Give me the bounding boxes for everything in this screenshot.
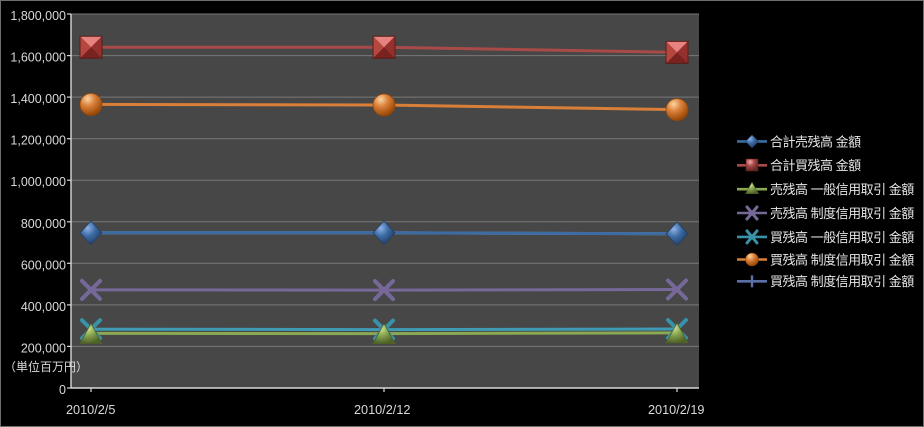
svg-text:買残高 一般信用取引 金額: 買残高 一般信用取引 金額 bbox=[770, 230, 914, 245]
svg-text:2010/2/12: 2010/2/12 bbox=[354, 403, 410, 417]
svg-text:800,000: 800,000 bbox=[21, 217, 66, 231]
svg-text:合計売残高 金額: 合計売残高 金額 bbox=[770, 134, 861, 149]
svg-text:売残高 一般信用取引 金額: 売残高 一般信用取引 金額 bbox=[770, 182, 914, 197]
svg-text:1,200,000: 1,200,000 bbox=[10, 134, 66, 148]
svg-text:買残高 制度信用取引 金額: 買残高 制度信用取引 金額 bbox=[770, 252, 914, 267]
svg-text:1,400,000: 1,400,000 bbox=[10, 92, 66, 106]
svg-text:0: 0 bbox=[59, 383, 66, 397]
svg-text:合計買残高 金額: 合計買残高 金額 bbox=[770, 158, 861, 173]
svg-text:買残高 制度信用取引 金額: 買残高 制度信用取引 金額 bbox=[770, 274, 914, 289]
svg-text:2010/2/19: 2010/2/19 bbox=[648, 403, 704, 417]
svg-text:1,600,000: 1,600,000 bbox=[10, 51, 66, 65]
svg-text:1,000,000: 1,000,000 bbox=[10, 175, 66, 189]
svg-text:400,000: 400,000 bbox=[21, 300, 66, 314]
svg-text:600,000: 600,000 bbox=[21, 258, 66, 272]
svg-text:（単位百万円）: （単位百万円） bbox=[4, 359, 88, 374]
svg-text:売残高 制度信用取引 金額: 売残高 制度信用取引 金額 bbox=[770, 206, 914, 221]
svg-text:2010/2/5: 2010/2/5 bbox=[66, 403, 115, 417]
svg-text:1,800,000: 1,800,000 bbox=[10, 9, 66, 23]
svg-text:200,000: 200,000 bbox=[21, 341, 66, 355]
